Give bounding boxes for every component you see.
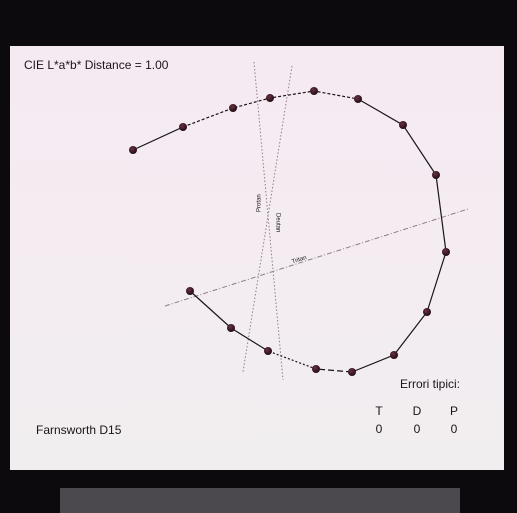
deutan-label: Deutan [274, 213, 280, 232]
stand-reflection [60, 488, 460, 513]
protan-label: Protan [257, 194, 263, 212]
cap [229, 104, 237, 112]
cap [399, 121, 407, 129]
error-count: 0 [451, 422, 458, 436]
cap [354, 95, 362, 103]
error-column: T [375, 404, 383, 418]
test-name: Farnsworth D15 [36, 423, 122, 437]
cap [264, 347, 272, 355]
cap [129, 146, 137, 154]
page: {"header": {"title": "CIE L*a*b* Distanc… [0, 0, 517, 513]
cap [312, 365, 320, 373]
cap [432, 171, 440, 179]
cap [266, 94, 274, 102]
cap [179, 123, 187, 131]
error-column: D [413, 404, 422, 418]
cap [310, 87, 318, 95]
cap [227, 324, 235, 332]
cap [348, 368, 356, 376]
errors-title: Errori tipici: [400, 377, 460, 391]
cap [423, 308, 431, 316]
cap [186, 287, 194, 295]
screen-photo: Protan Deutan Tritan CIE L*a*b* Distance… [0, 0, 517, 513]
cap [390, 351, 398, 359]
cap [442, 248, 450, 256]
screen [10, 46, 504, 470]
title: CIE L*a*b* Distance = 1.00 [24, 58, 169, 72]
error-column: P [450, 404, 458, 418]
error-count: 0 [414, 422, 421, 436]
error-count: 0 [376, 422, 383, 436]
